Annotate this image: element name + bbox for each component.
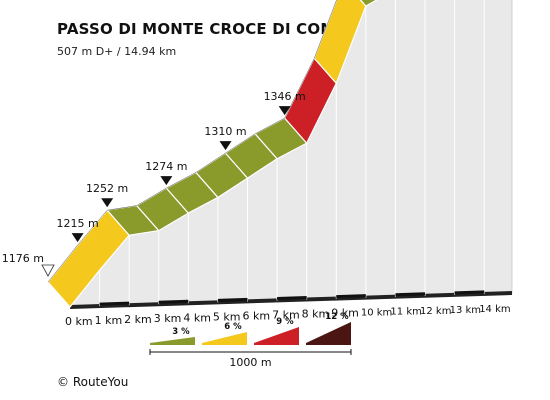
elevation-marker-arrow [219,141,232,151]
base-tick-stripe [454,290,485,295]
x-tick-label: 3 km [154,312,182,325]
elevation-label: 1176 m [2,252,44,265]
base-tick-stripe [99,301,130,306]
legend-label: 3 % [172,327,190,337]
elevation-label: 1346 m [264,90,306,103]
legend-label: 9 % [276,317,294,327]
x-tick-label: 14 km [479,304,510,315]
x-tick-label: 8 km [302,308,330,321]
elevation-label: 1274 m [145,160,187,173]
x-tick-label: 1 km [95,314,123,327]
x-tick-label: 5 km [213,310,241,323]
tick-stripes [99,0,485,307]
base-tick-stripe [336,294,366,299]
top-outline [47,0,337,283]
elevation-label: 1310 m [204,125,246,138]
side-wall [69,0,513,308]
elevation-marker-arrow [278,106,291,116]
base-tick-stripe [395,292,426,297]
x-tick-label: 11 km [390,307,421,318]
base-tick-stripe [277,296,307,300]
elevation-label: 1252 m [86,182,128,195]
gradient-segment [359,0,378,7]
gradient-legend: 3 % 6 % 9 % 12 % 1000 m [149,312,352,369]
x-tick-label: 0 km [65,315,93,328]
base-tick-stripe [158,299,189,304]
x-tick-label: 2 km [124,313,152,326]
scale-bar-label: 1000 m [229,356,271,369]
chart-subtitle: 507 m D+ / 14.94 km [57,45,177,58]
legend-label: 12 % [325,312,349,322]
elevation-marker-arrow [101,198,114,208]
x-tick-label: 7 km [272,308,300,321]
x-tick-label: 10 km [361,308,392,319]
legend-swatch [254,327,299,345]
legend-swatch [150,337,195,345]
x-tick-label: 9 km [331,307,359,320]
legend-swatch [306,322,351,345]
elevation-marker-arrow [160,176,173,186]
profile-side-wall [47,0,513,309]
x-axis-tick-labels: 0 km 1 km 2 km 3 km 4 km 5 km 6 km 7 km 8 km 9 km… [65,304,511,328]
profile-top-surface [47,0,378,308]
legend-label: 6 % [224,322,242,332]
x-tick-label: 12 km [420,306,451,317]
chart-title: PASSO DI MONTE CROCE DI COMELICO [57,20,386,38]
elevation-marker-arrow [71,233,84,243]
x-tick-label: 4 km [183,311,211,324]
x-tick-label: 13 km [450,305,481,316]
base-strip [69,291,513,309]
x-tick-label: 6 km [243,309,271,322]
credit: © RouteYou [57,375,129,389]
start-marker-icon [41,264,55,277]
legend-swatch [202,332,247,345]
base-tick-stripe [217,297,248,302]
elevation-label: 1215 m [56,217,98,230]
